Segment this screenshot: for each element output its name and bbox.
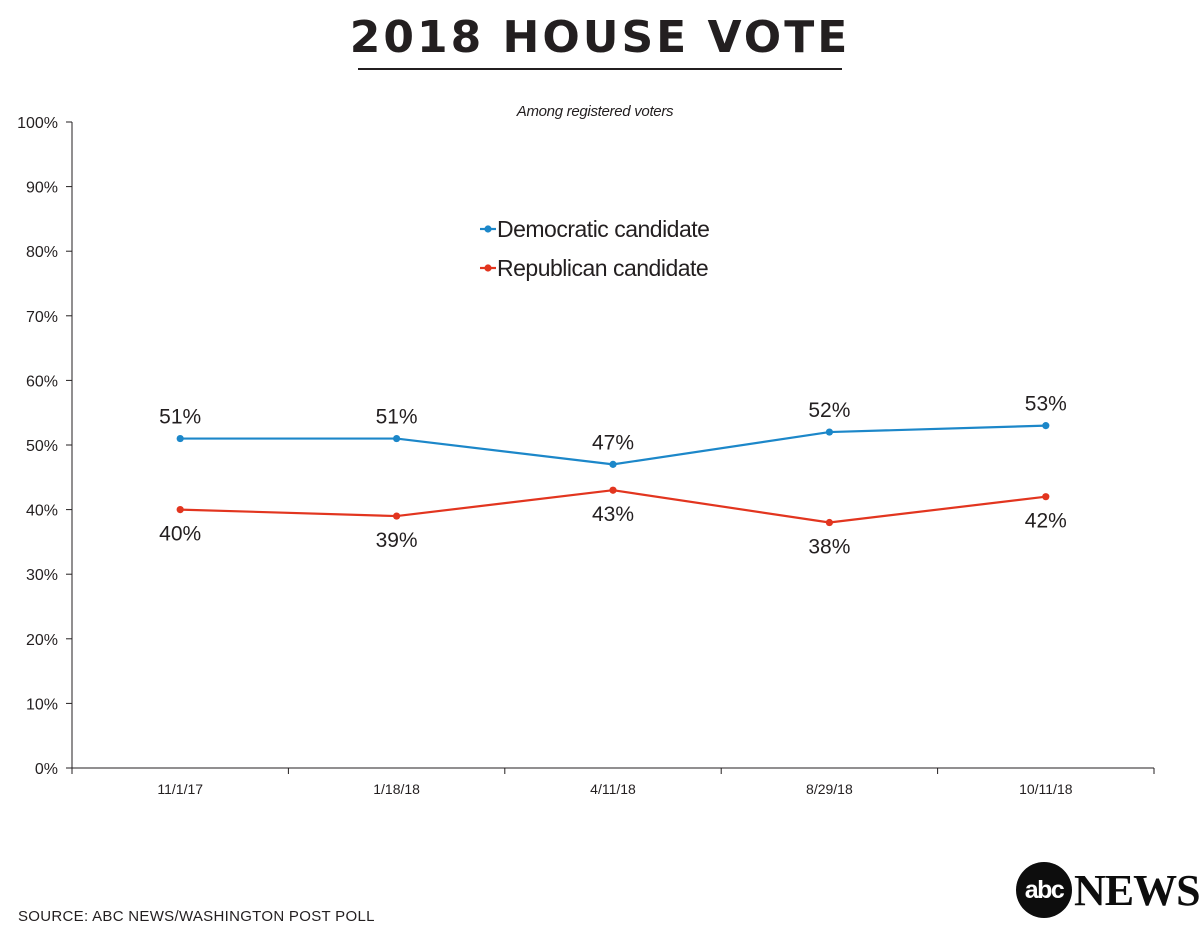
title-underline — [358, 68, 842, 70]
x-tick-label: 8/29/18 — [806, 781, 853, 797]
y-tick-label: 0% — [35, 761, 58, 778]
x-tick-label: 10/11/18 — [1019, 781, 1073, 797]
chart-subtitle: Among registered voters — [516, 103, 674, 120]
y-tick-label: 20% — [26, 632, 58, 649]
y-tick-label: 30% — [26, 567, 58, 584]
abc-news-logo: abc NEWS — [1016, 862, 1200, 918]
y-tick-label: 100% — [17, 115, 58, 132]
chart-title: 2018 HOUSE VOTE — [349, 12, 851, 63]
y-tick-label: 60% — [26, 373, 58, 390]
data-label: 39% — [376, 529, 418, 552]
data-label: 51% — [159, 406, 201, 429]
y-tick-label: 10% — [26, 696, 58, 713]
data-label: 43% — [592, 503, 634, 526]
data-point — [609, 460, 617, 468]
data-label: 52% — [808, 399, 850, 422]
legend-label: Democratic candidate — [497, 216, 709, 242]
source-note: SOURCE: ABC NEWS/WASHINGTON POST POLL — [18, 908, 375, 925]
x-tick-label: 1/18/18 — [373, 781, 420, 797]
data-point — [825, 428, 834, 436]
data-point — [393, 512, 401, 520]
y-tick-label: 90% — [26, 180, 58, 197]
data-point — [825, 518, 834, 527]
legend-swatch-point — [484, 225, 492, 233]
data-label: 40% — [159, 523, 201, 546]
data-point — [176, 434, 184, 443]
legend-label: Republican candidate — [497, 255, 708, 281]
y-tick-label: 50% — [26, 438, 58, 455]
data-label: 38% — [808, 536, 850, 559]
data-point — [176, 506, 184, 514]
data-point — [1042, 493, 1050, 501]
data-point — [393, 434, 401, 443]
data-label: 53% — [1025, 393, 1067, 416]
legend-swatch-point — [484, 264, 492, 272]
data-label: 42% — [1025, 510, 1067, 533]
y-tick-label: 70% — [26, 309, 58, 326]
logo-wordmark: NEWS — [1074, 865, 1200, 915]
x-tick-label: 11/1/17 — [157, 781, 203, 797]
y-tick-label: 80% — [26, 244, 58, 261]
data-label: 47% — [592, 431, 634, 454]
y-tick-label: 40% — [26, 503, 58, 520]
data-point — [609, 486, 617, 494]
abc-logo-mark: abc — [1016, 862, 1072, 918]
data-point — [1042, 422, 1050, 430]
x-tick-label: 4/11/18 — [590, 781, 636, 797]
data-label: 51% — [376, 406, 418, 429]
